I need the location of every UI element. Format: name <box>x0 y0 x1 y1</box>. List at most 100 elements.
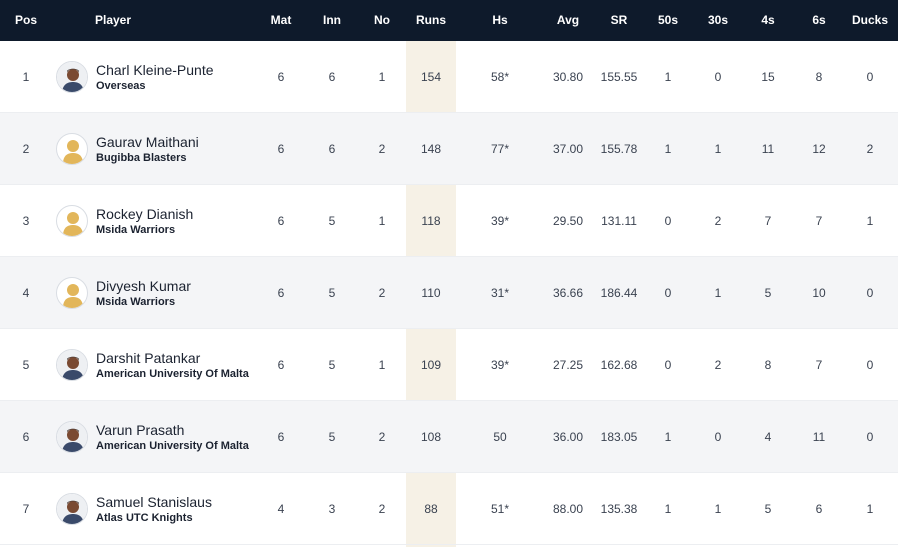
player-name-link[interactable]: Charl Kleine-Punte <box>96 62 214 78</box>
player-info: Varun Prasath American University Of Mal… <box>96 401 266 473</box>
pos-cell: 5 <box>22 358 30 372</box>
player-info: Divyesh Kumar Msida Warriors <box>96 257 266 329</box>
header-runs[interactable]: Runs <box>416 13 446 27</box>
avg-cell: 29.50 <box>552 214 584 228</box>
header-player[interactable]: Player <box>95 13 132 27</box>
pos-cell: 4 <box>22 286 30 300</box>
table-row[interactable]: 7 Samuel Stanislaus Atlas UTC Knights 4 … <box>0 473 898 545</box>
photo-avatar-svg <box>57 494 87 524</box>
fifties-cell: 0 <box>664 286 672 300</box>
sixes-cell: 7 <box>815 214 823 228</box>
header-sr[interactable]: SR <box>610 13 628 27</box>
no-cell: 2 <box>378 502 386 516</box>
sixes-cell: 6 <box>815 502 823 516</box>
avg-cell: 30.80 <box>552 70 584 84</box>
header-avg[interactable]: Avg <box>556 13 580 27</box>
player-info: Darshit Patankar American University Of … <box>96 329 266 401</box>
runs-cell: 110 <box>421 286 441 300</box>
fours-cell: 7 <box>764 214 772 228</box>
header-4s[interactable]: 4s <box>761 13 775 27</box>
pos-cell: 3 <box>22 214 30 228</box>
pos-cell: 1 <box>22 70 30 84</box>
thirties-cell: 0 <box>714 430 722 444</box>
table-row[interactable]: 6 Varun Prasath American University Of M… <box>0 401 898 473</box>
ducks-cell: 2 <box>866 142 874 156</box>
ducks-cell: 0 <box>866 70 874 84</box>
header-50s[interactable]: 50s <box>657 13 679 27</box>
no-cell: 2 <box>378 142 386 156</box>
placeholder-avatar-svg <box>63 140 83 164</box>
table-row[interactable]: 3 Rockey Dianish Msida Warriors 6 5 1 11… <box>0 185 898 257</box>
hs-cell: 51* <box>490 502 510 516</box>
mat-cell: 6 <box>277 430 285 444</box>
no-cell: 1 <box>378 214 386 228</box>
photo-avatar-icon <box>56 61 88 93</box>
ducks-cell: 0 <box>866 430 874 444</box>
hs-cell: 50 <box>493 430 507 444</box>
photo-avatar-icon <box>56 493 88 525</box>
mat-cell: 6 <box>277 286 285 300</box>
player-info: Samuel Stanislaus Atlas UTC Knights <box>96 473 266 545</box>
fours-cell: 5 <box>764 286 772 300</box>
fifties-cell: 0 <box>664 214 672 228</box>
team-name: Bugibba Blasters <box>96 152 187 164</box>
inn-cell: 5 <box>328 286 336 300</box>
table-row[interactable]: 5 Darshit Patankar American University O… <box>0 329 898 401</box>
team-name: Overseas <box>96 80 146 92</box>
sixes-cell: 12 <box>812 142 826 156</box>
team-name: American University Of Malta <box>96 440 249 452</box>
team-name: Msida Warriors <box>96 224 176 236</box>
header-6s[interactable]: 6s <box>812 13 826 27</box>
player-name-link[interactable]: Darshit Patankar <box>96 350 201 366</box>
table-row[interactable]: 4 Divyesh Kumar Msida Warriors 6 5 2 110… <box>0 257 898 329</box>
sr-cell: 186.44 <box>600 286 638 300</box>
team-name: Atlas UTC Knights <box>96 512 193 524</box>
fours-cell: 11 <box>761 142 775 156</box>
mat-cell: 6 <box>277 70 285 84</box>
sixes-cell: 10 <box>812 286 826 300</box>
inn-cell: 6 <box>328 142 336 156</box>
header-no[interactable]: No <box>374 13 390 27</box>
sixes-cell: 11 <box>812 430 826 444</box>
header-pos[interactable]: Pos <box>14 13 37 27</box>
table-row[interactable]: 2 Gaurav Maithani Bugibba Blasters 6 6 2… <box>0 113 898 185</box>
header-mat[interactable]: Mat <box>270 13 292 27</box>
mat-cell: 6 <box>277 142 285 156</box>
inn-cell: 5 <box>328 214 336 228</box>
no-cell: 1 <box>378 70 386 84</box>
player-name-link[interactable]: Varun Prasath <box>96 422 185 438</box>
avg-cell: 37.00 <box>552 142 584 156</box>
placeholder-avatar-svg <box>63 212 83 236</box>
placeholder-avatar-icon <box>56 277 88 309</box>
header-ducks[interactable]: Ducks <box>851 13 889 27</box>
runs-cell: 148 <box>420 142 442 156</box>
fours-cell: 8 <box>764 358 772 372</box>
thirties-cell: 2 <box>714 214 722 228</box>
hs-cell: 58* <box>490 70 510 84</box>
player-name-link[interactable]: Gaurav Maithani <box>96 134 199 150</box>
player-name-link[interactable]: Rockey Dianish <box>96 206 194 222</box>
fifties-cell: 1 <box>664 430 672 444</box>
placeholder-avatar-icon <box>56 205 88 237</box>
sr-cell: 155.78 <box>600 142 638 156</box>
inn-cell: 5 <box>328 358 336 372</box>
table-row[interactable]: 1 Charl Kleine-Punte Overseas 6 6 1 154 … <box>0 41 898 113</box>
thirties-cell: 0 <box>714 70 722 84</box>
header-30s[interactable]: 30s <box>707 13 729 27</box>
thirties-cell: 1 <box>714 286 722 300</box>
no-cell: 2 <box>378 286 386 300</box>
placeholder-avatar-svg <box>63 284 83 308</box>
header-inn[interactable]: Inn <box>323 13 341 27</box>
fours-cell: 5 <box>764 502 772 516</box>
ducks-cell: 1 <box>866 502 874 516</box>
mat-cell: 4 <box>277 502 285 516</box>
mat-cell: 6 <box>277 214 285 228</box>
fours-cell: 4 <box>764 430 772 444</box>
header-hs[interactable]: Hs <box>492 13 508 27</box>
thirties-cell: 1 <box>714 502 722 516</box>
player-name-link[interactable]: Samuel Stanislaus <box>96 494 212 510</box>
fifties-cell: 1 <box>664 502 672 516</box>
player-name-link[interactable]: Divyesh Kumar <box>96 278 191 294</box>
photo-avatar-icon <box>56 349 88 381</box>
photo-avatar-icon <box>56 421 88 453</box>
